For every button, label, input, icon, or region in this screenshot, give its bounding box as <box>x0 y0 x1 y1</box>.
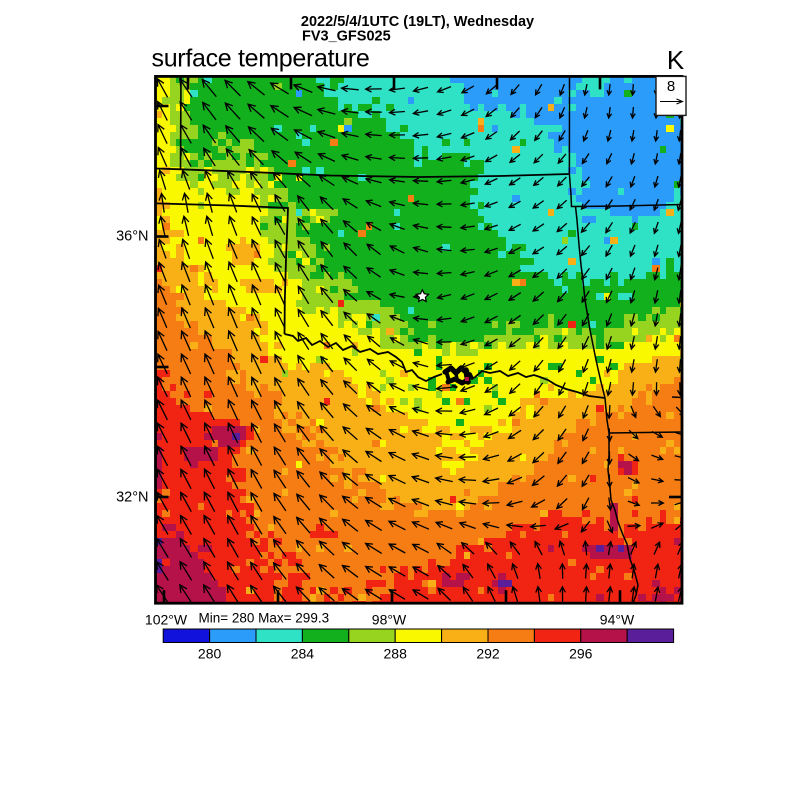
svg-text:K: K <box>667 45 685 75</box>
svg-text:288: 288 <box>384 646 408 662</box>
svg-text:surface temperature: surface temperature <box>152 44 370 72</box>
svg-text:280: 280 <box>198 646 222 662</box>
svg-text:36°N: 36°N <box>116 229 148 245</box>
svg-text:32°N: 32°N <box>116 490 148 506</box>
svg-text:98°W: 98°W <box>372 612 407 628</box>
svg-text:8: 8 <box>667 78 675 95</box>
svg-text:94°W: 94°W <box>600 612 635 628</box>
svg-text:FV3_GFS025: FV3_GFS025 <box>302 28 391 44</box>
svg-text:2022/5/4/1UTC (19LT), Wednesda: 2022/5/4/1UTC (19LT), Wednesday <box>301 14 534 30</box>
svg-text:296: 296 <box>569 646 593 662</box>
svg-text:292: 292 <box>476 646 500 662</box>
svg-text:Min= 280 Max= 299.3: Min= 280 Max= 299.3 <box>199 611 330 626</box>
svg-text:102°W: 102°W <box>145 612 188 628</box>
svg-text:284: 284 <box>291 646 315 662</box>
